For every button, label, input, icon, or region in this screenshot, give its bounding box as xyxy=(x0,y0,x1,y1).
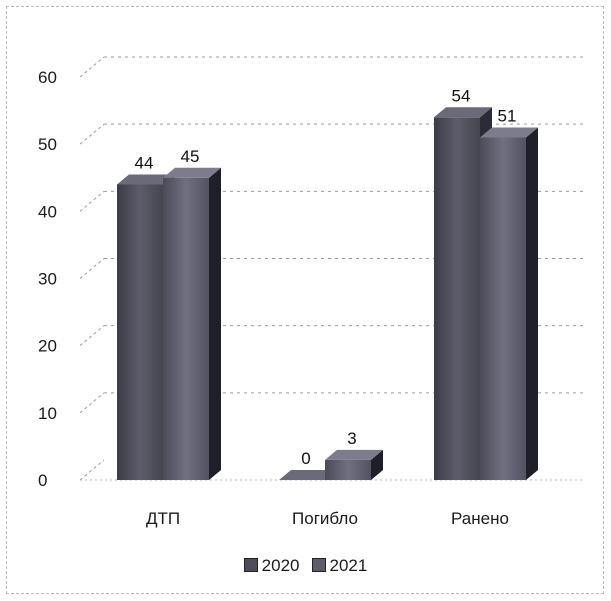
gridline-depth xyxy=(79,56,105,78)
legend-label: 2020 xyxy=(261,556,300,575)
category-label: Погибло xyxy=(292,509,358,528)
y-tick-label: 50 xyxy=(38,135,57,154)
bar-2021-0 xyxy=(163,167,221,480)
data-label: 51 xyxy=(498,106,517,125)
bar-top xyxy=(480,127,538,138)
data-label: 0 xyxy=(301,449,310,468)
gridline-depth xyxy=(79,190,105,212)
data-labels: 44 45 0 3 54 51 xyxy=(135,86,517,468)
gridline-depth xyxy=(79,392,105,414)
legend-swatch xyxy=(243,558,258,572)
bar-front xyxy=(163,177,209,480)
bar-top xyxy=(279,470,337,480)
bar-top xyxy=(163,167,221,178)
gridline-depth xyxy=(79,123,105,145)
bar-top xyxy=(325,449,383,460)
data-label: 44 xyxy=(135,153,154,172)
bars xyxy=(117,107,538,481)
data-label: 54 xyxy=(452,86,471,105)
bar-2021-1 xyxy=(325,449,383,480)
y-tick-label: 20 xyxy=(38,337,57,356)
bar-side xyxy=(371,449,383,480)
y-tick-label: 30 xyxy=(38,270,57,289)
data-label: 45 xyxy=(181,147,200,166)
bar-side xyxy=(526,127,538,480)
category-label: ДТП xyxy=(146,509,180,528)
bar-front xyxy=(325,459,371,480)
bar-front xyxy=(434,117,480,481)
data-label: 3 xyxy=(347,429,356,448)
gridline-depth xyxy=(79,459,105,481)
bar-2021-2 xyxy=(480,127,538,480)
legend: 2020 2021 xyxy=(0,556,611,576)
legend-item: 2021 xyxy=(311,556,368,576)
bar-top xyxy=(117,174,175,185)
bar-front xyxy=(117,184,163,480)
bar-side xyxy=(209,167,221,480)
gridline-depth xyxy=(79,325,105,347)
gridline-depth xyxy=(79,258,105,279)
x-axis-categories: ДТП Погибло Ранено xyxy=(146,509,509,528)
bar-top xyxy=(434,107,492,118)
bar-front xyxy=(480,137,526,480)
y-tick-label: 40 xyxy=(38,202,57,221)
category-label: Ранено xyxy=(451,509,509,528)
bar-2020-1 xyxy=(279,470,337,480)
legend-label: 2021 xyxy=(329,556,368,575)
y-tick-label: 0 xyxy=(38,471,47,490)
y-axis-ticks: 0 10 20 30 40 50 60 xyxy=(38,68,57,490)
y-tick-label: 60 xyxy=(38,68,57,87)
chart-frame xyxy=(6,6,604,594)
legend-swatch xyxy=(311,558,326,572)
y-tick-label: 10 xyxy=(38,404,57,423)
legend-item: 2020 xyxy=(243,556,300,576)
